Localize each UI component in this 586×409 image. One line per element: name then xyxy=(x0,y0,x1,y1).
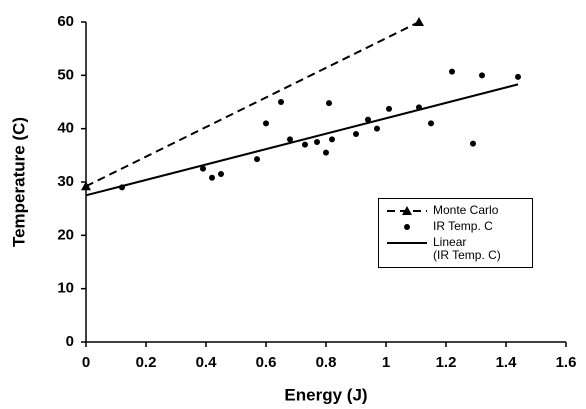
x-tick-label: 1.4 xyxy=(496,354,518,371)
y-tick-label: 60 xyxy=(57,13,74,30)
x-tick-label: 0.6 xyxy=(256,354,277,371)
x-tick-label: 0.4 xyxy=(196,354,218,371)
x-axis-title: Energy (J) xyxy=(284,385,367,404)
y-tick-label: 50 xyxy=(57,66,74,83)
point xyxy=(404,224,410,230)
x-tick-label: 0.8 xyxy=(316,354,337,371)
point xyxy=(515,73,521,80)
point xyxy=(200,165,206,172)
point xyxy=(263,120,269,127)
legend-entry: IR Temp. C xyxy=(383,220,528,234)
legend-label: Monte Carlo xyxy=(433,203,499,217)
point xyxy=(314,139,320,145)
x-tick-label: 0.2 xyxy=(136,354,157,371)
legend-swatch xyxy=(387,206,427,215)
point xyxy=(470,140,476,147)
point xyxy=(326,100,332,107)
x-tick-label: 1 xyxy=(382,354,390,371)
point xyxy=(479,72,485,79)
series-line xyxy=(85,21,420,188)
legend-entry: Linear (IR Temp. C) xyxy=(383,236,528,262)
legend-label: IR Temp. C xyxy=(433,219,493,233)
legend-swatch xyxy=(387,242,427,244)
x-tick-label: 1.2 xyxy=(436,354,457,371)
point xyxy=(302,141,308,148)
legend-entry: Monte Carlo xyxy=(383,204,528,218)
legend-swatch xyxy=(404,224,410,230)
point xyxy=(218,171,224,177)
point xyxy=(209,174,215,181)
point xyxy=(374,125,380,132)
point xyxy=(365,116,371,123)
point xyxy=(353,131,359,137)
point xyxy=(428,120,434,127)
y-tick-label: 10 xyxy=(57,280,74,297)
y-tick-label: 40 xyxy=(57,120,74,137)
y-tick-label: 20 xyxy=(57,226,74,243)
y-axis-title: Temperature (C) xyxy=(9,117,28,247)
point xyxy=(402,206,412,215)
y-tick-label: 0 xyxy=(66,333,74,350)
point xyxy=(287,136,293,143)
point xyxy=(386,105,392,112)
point xyxy=(254,156,260,163)
point xyxy=(414,17,424,26)
legend: Monte Carlo IR Temp. C Linear (IR Temp. C) xyxy=(378,198,533,268)
point xyxy=(278,99,284,105)
legend-label: Linear (IR Temp. C) xyxy=(433,235,501,262)
point xyxy=(449,68,455,75)
x-tick-label: 1.6 xyxy=(556,354,577,371)
point xyxy=(323,149,329,156)
series-line xyxy=(85,83,519,197)
x-tick-label: 0 xyxy=(82,354,90,371)
point xyxy=(329,136,335,143)
y-tick-label: 30 xyxy=(57,173,74,190)
point xyxy=(81,181,91,191)
